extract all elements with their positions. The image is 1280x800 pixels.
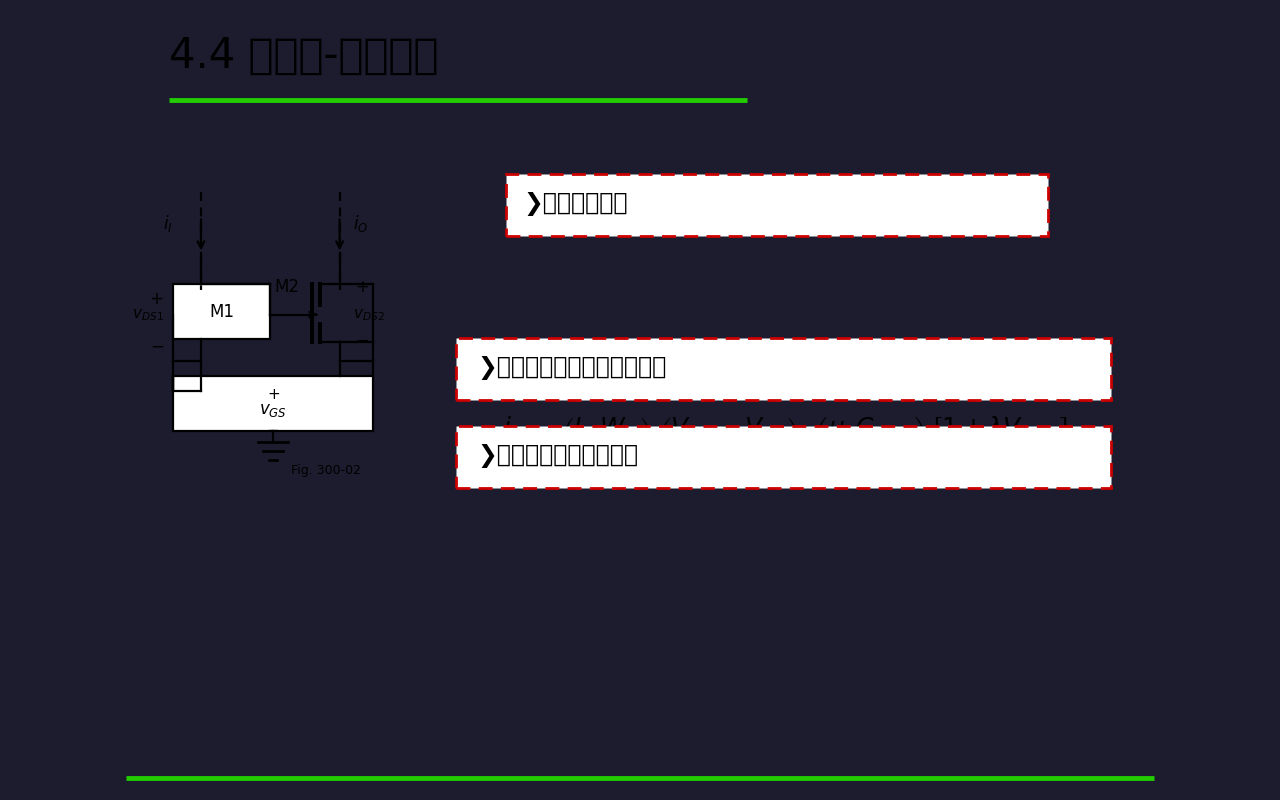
Text: M1: M1 bbox=[209, 302, 234, 321]
Bar bbox=[173, 376, 372, 431]
Text: +: + bbox=[355, 278, 369, 296]
FancyBboxPatch shape bbox=[456, 338, 1111, 400]
Text: $i_I$: $i_I$ bbox=[164, 213, 173, 234]
Text: $v_{DS2}$: $v_{DS2}$ bbox=[353, 307, 385, 322]
Text: $i_O$: $i_O$ bbox=[353, 213, 369, 234]
Text: +: + bbox=[150, 290, 164, 308]
Text: Fig. 300-02: Fig. 300-02 bbox=[291, 464, 361, 477]
Text: $-$: $-$ bbox=[355, 330, 369, 348]
Text: $-$: $-$ bbox=[266, 421, 279, 436]
Text: ❯都要在饱和区: ❯都要在饱和区 bbox=[524, 192, 628, 216]
Text: 4.4 电流镜-基本原理: 4.4 电流镜-基本原理 bbox=[169, 35, 439, 77]
Text: $-$: $-$ bbox=[150, 336, 164, 354]
FancyBboxPatch shape bbox=[456, 426, 1111, 488]
Text: $v_{GS}$: $v_{GS}$ bbox=[259, 401, 287, 418]
Text: $\dfrac{i_O}{i_I} = \left(\dfrac{L_1W_2}{W_1L_2}\right)\left(\dfrac{V_{GS}-V_{T2: $\dfrac{i_O}{i_I} = \left(\dfrac{L_1W_2}… bbox=[503, 414, 1068, 474]
Text: ❯如果版图设计充分对称: ❯如果版图设计充分对称 bbox=[477, 444, 639, 468]
Bar bbox=[173, 284, 270, 339]
Text: $+$: $+$ bbox=[266, 387, 279, 402]
Text: $v_{DS1}$: $v_{DS1}$ bbox=[132, 307, 164, 322]
Text: ❯如果没有沟道长度调制效应: ❯如果没有沟道长度调制效应 bbox=[477, 356, 667, 380]
Text: M2: M2 bbox=[274, 278, 300, 296]
FancyBboxPatch shape bbox=[506, 174, 1048, 236]
